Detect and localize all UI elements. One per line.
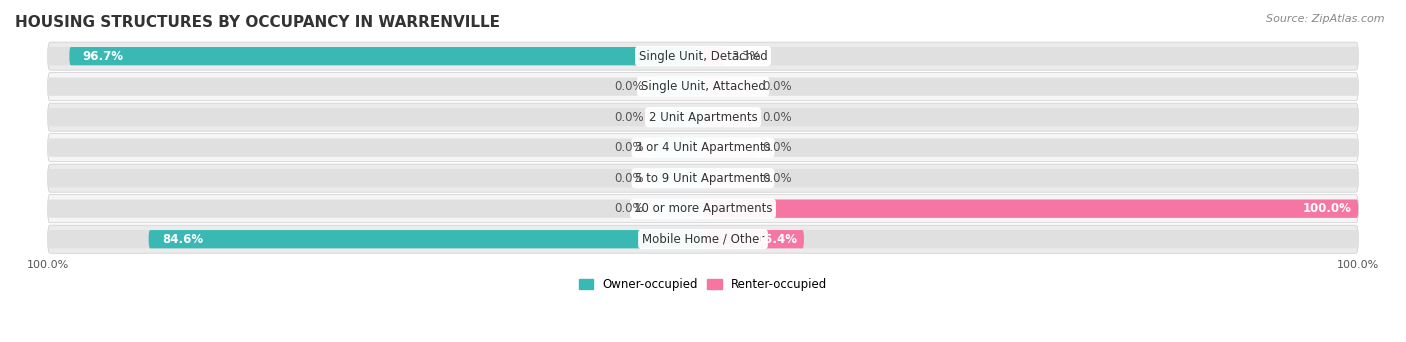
FancyBboxPatch shape	[651, 199, 703, 218]
Text: 0.0%: 0.0%	[762, 80, 792, 93]
FancyBboxPatch shape	[48, 78, 703, 96]
Text: 3.3%: 3.3%	[731, 50, 761, 63]
Text: 3 or 4 Unit Apartments: 3 or 4 Unit Apartments	[636, 141, 770, 154]
FancyBboxPatch shape	[69, 47, 703, 65]
Text: Source: ZipAtlas.com: Source: ZipAtlas.com	[1267, 14, 1385, 24]
Text: 5 to 9 Unit Apartments: 5 to 9 Unit Apartments	[636, 172, 770, 185]
Text: 100.0%: 100.0%	[1303, 202, 1351, 215]
FancyBboxPatch shape	[48, 103, 1358, 131]
FancyBboxPatch shape	[48, 47, 703, 65]
FancyBboxPatch shape	[703, 78, 755, 96]
Text: 0.0%: 0.0%	[762, 141, 792, 154]
Text: 96.7%: 96.7%	[83, 50, 124, 63]
FancyBboxPatch shape	[703, 230, 804, 248]
FancyBboxPatch shape	[703, 199, 1358, 218]
FancyBboxPatch shape	[703, 108, 1358, 126]
FancyBboxPatch shape	[703, 78, 1358, 96]
FancyBboxPatch shape	[651, 169, 703, 187]
Text: 0.0%: 0.0%	[762, 111, 792, 124]
FancyBboxPatch shape	[149, 230, 703, 248]
Text: 84.6%: 84.6%	[162, 233, 202, 246]
FancyBboxPatch shape	[48, 225, 1358, 253]
Text: 0.0%: 0.0%	[614, 172, 644, 185]
Text: 15.4%: 15.4%	[756, 233, 797, 246]
FancyBboxPatch shape	[651, 78, 703, 96]
Text: HOUSING STRUCTURES BY OCCUPANCY IN WARRENVILLE: HOUSING STRUCTURES BY OCCUPANCY IN WARRE…	[15, 15, 501, 30]
FancyBboxPatch shape	[703, 199, 1358, 218]
Legend: Owner-occupied, Renter-occupied: Owner-occupied, Renter-occupied	[574, 273, 832, 295]
FancyBboxPatch shape	[703, 230, 1358, 248]
Text: Single Unit, Detached: Single Unit, Detached	[638, 50, 768, 63]
FancyBboxPatch shape	[703, 47, 724, 65]
FancyBboxPatch shape	[651, 108, 703, 126]
FancyBboxPatch shape	[703, 47, 1358, 65]
FancyBboxPatch shape	[48, 139, 703, 157]
Text: 0.0%: 0.0%	[614, 111, 644, 124]
Text: 0.0%: 0.0%	[614, 202, 644, 215]
FancyBboxPatch shape	[48, 195, 1358, 223]
Text: 10 or more Apartments: 10 or more Apartments	[634, 202, 772, 215]
FancyBboxPatch shape	[48, 134, 1358, 162]
FancyBboxPatch shape	[48, 199, 703, 218]
FancyBboxPatch shape	[48, 169, 703, 187]
FancyBboxPatch shape	[48, 73, 1358, 101]
Text: 0.0%: 0.0%	[614, 80, 644, 93]
FancyBboxPatch shape	[651, 139, 703, 157]
FancyBboxPatch shape	[703, 139, 755, 157]
FancyBboxPatch shape	[703, 169, 755, 187]
FancyBboxPatch shape	[703, 108, 755, 126]
Text: 0.0%: 0.0%	[762, 172, 792, 185]
FancyBboxPatch shape	[48, 42, 1358, 70]
FancyBboxPatch shape	[703, 169, 1358, 187]
FancyBboxPatch shape	[48, 108, 703, 126]
Text: 0.0%: 0.0%	[614, 141, 644, 154]
FancyBboxPatch shape	[48, 164, 1358, 192]
Text: 2 Unit Apartments: 2 Unit Apartments	[648, 111, 758, 124]
FancyBboxPatch shape	[703, 139, 1358, 157]
Text: Mobile Home / Other: Mobile Home / Other	[641, 233, 765, 246]
FancyBboxPatch shape	[48, 230, 703, 248]
Text: Single Unit, Attached: Single Unit, Attached	[641, 80, 765, 93]
